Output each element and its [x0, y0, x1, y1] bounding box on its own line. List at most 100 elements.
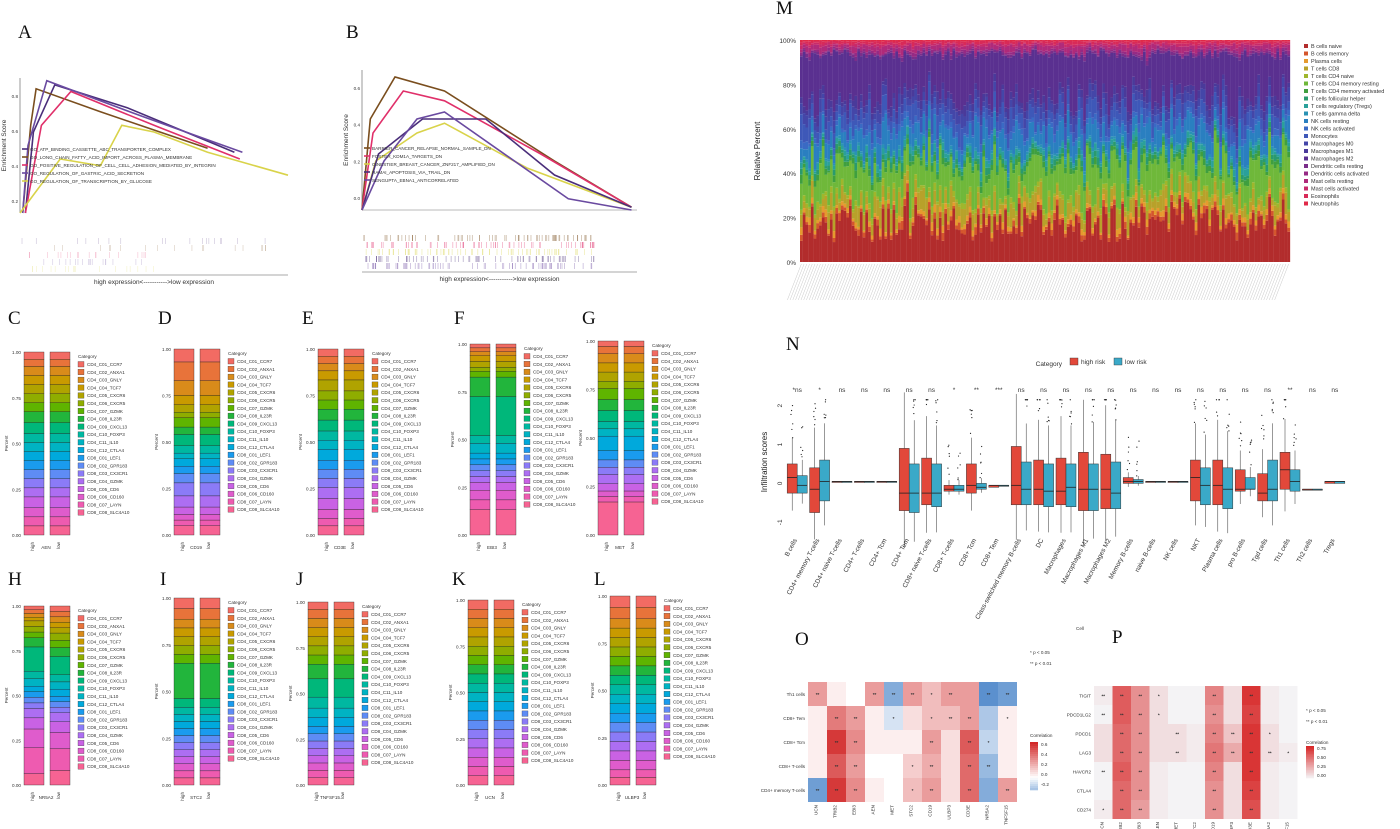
sample-segment	[1050, 210, 1054, 215]
legend-entry: CD8_C02_GPR183	[87, 717, 128, 722]
sample-segment	[1012, 119, 1016, 127]
sample-segment	[1088, 135, 1092, 138]
sample-segment	[808, 47, 812, 53]
legend-entry: CD4_C12_CTLA4	[381, 445, 418, 450]
sample-tick	[1160, 263, 1175, 301]
stack-segment	[343, 348, 365, 357]
sample-segment	[1015, 92, 1018, 105]
sample-segment	[976, 97, 980, 108]
sample-segment	[1205, 166, 1209, 174]
sample-segment	[996, 137, 999, 158]
sample-segment	[827, 44, 831, 48]
sample-segment	[1061, 140, 1065, 143]
sample-segment	[1047, 217, 1051, 222]
sample-segment	[982, 117, 986, 140]
sample-segment	[933, 45, 937, 50]
sample-segment	[816, 180, 820, 202]
sample-segment	[1036, 40, 1040, 43]
sample-segment	[1200, 118, 1204, 143]
sample-segment	[1006, 150, 1010, 174]
stack-segment	[317, 363, 339, 372]
sample-segment	[966, 41, 969, 43]
stack-segment	[23, 478, 45, 489]
sample-segment	[1151, 198, 1155, 202]
legend-swatch	[663, 683, 671, 690]
sample-segment	[1208, 201, 1212, 220]
sample-segment	[816, 115, 820, 127]
sample-segment	[849, 195, 852, 200]
sample-segment	[1066, 47, 1070, 53]
sample-segment	[979, 40, 983, 45]
stack-segment	[635, 703, 657, 714]
sample-segment	[1039, 156, 1043, 179]
sample-segment	[838, 153, 841, 199]
stack-segment	[199, 608, 221, 620]
sample-segment	[881, 208, 885, 262]
sample-segment	[919, 216, 923, 262]
sample-segment	[1140, 154, 1144, 163]
sample-segment	[900, 229, 904, 262]
sample-segment	[1110, 121, 1114, 126]
stack-segment	[173, 608, 195, 620]
stack-segment	[609, 703, 631, 714]
sample-segment	[1162, 40, 1165, 43]
sample-segment	[947, 161, 950, 166]
sample-segment	[1001, 150, 1005, 152]
sample-segment	[862, 164, 866, 168]
stack-segment	[307, 654, 329, 665]
sample-segment	[1020, 203, 1024, 226]
sample-segment	[1126, 41, 1130, 45]
sample-segment	[985, 49, 988, 53]
sample-segment	[908, 40, 912, 43]
sample-segment	[884, 94, 888, 111]
sample-segment	[1012, 51, 1016, 55]
stack-segment	[23, 351, 45, 360]
sample-segment	[1197, 144, 1201, 150]
sample-segment	[990, 110, 994, 113]
stack-segment	[469, 371, 491, 378]
sample-segment	[1183, 46, 1187, 52]
sample-segment	[963, 234, 967, 262]
sample-segment	[919, 40, 923, 42]
sample-segment	[1009, 43, 1013, 45]
sample-segment	[849, 40, 852, 42]
sample-segment	[868, 226, 871, 232]
legend-entry: CD4_C06_CXCR5	[661, 390, 700, 395]
sample-segment	[1129, 212, 1133, 220]
legend-entry: CD4_C08_IL23R	[87, 417, 123, 422]
sample-segment	[1001, 167, 1005, 203]
sample-segment	[1181, 132, 1184, 151]
sample-segment	[1025, 53, 1029, 103]
sample-segment	[870, 130, 874, 144]
sample-segment	[930, 94, 934, 104]
y-tick-label: 60%	[783, 127, 796, 134]
sample-segment	[930, 165, 934, 172]
stack-segment	[49, 451, 71, 461]
sample-segment	[808, 57, 812, 61]
sample-segment	[922, 215, 926, 219]
legend-swatch	[227, 669, 235, 676]
sample-segment	[1148, 40, 1152, 42]
legend-entry: CD4_C05_CXCR6	[237, 390, 276, 395]
sample-segment	[919, 132, 923, 134]
sample-segment	[887, 208, 890, 262]
sample-segment	[1045, 118, 1048, 127]
sample-segment	[1178, 149, 1182, 153]
sample-segment	[1066, 52, 1070, 57]
stack-segment	[467, 710, 489, 721]
sample-segment	[1058, 40, 1062, 42]
sample-segment	[1036, 151, 1040, 156]
sample-segment	[952, 205, 956, 209]
sample-segment	[1194, 163, 1198, 166]
sample-segment	[968, 191, 972, 207]
sample-segment	[1004, 196, 1008, 199]
legend-entry: CD8_C06_CD160	[531, 743, 568, 748]
sample-segment	[936, 228, 939, 236]
sample-segment	[865, 113, 869, 130]
sample-segment	[878, 236, 882, 240]
sample-segment	[952, 138, 956, 161]
sample-segment	[1077, 84, 1081, 90]
sample-segment	[835, 143, 839, 150]
legend-swatch	[227, 420, 235, 427]
sample-segment	[800, 234, 803, 241]
